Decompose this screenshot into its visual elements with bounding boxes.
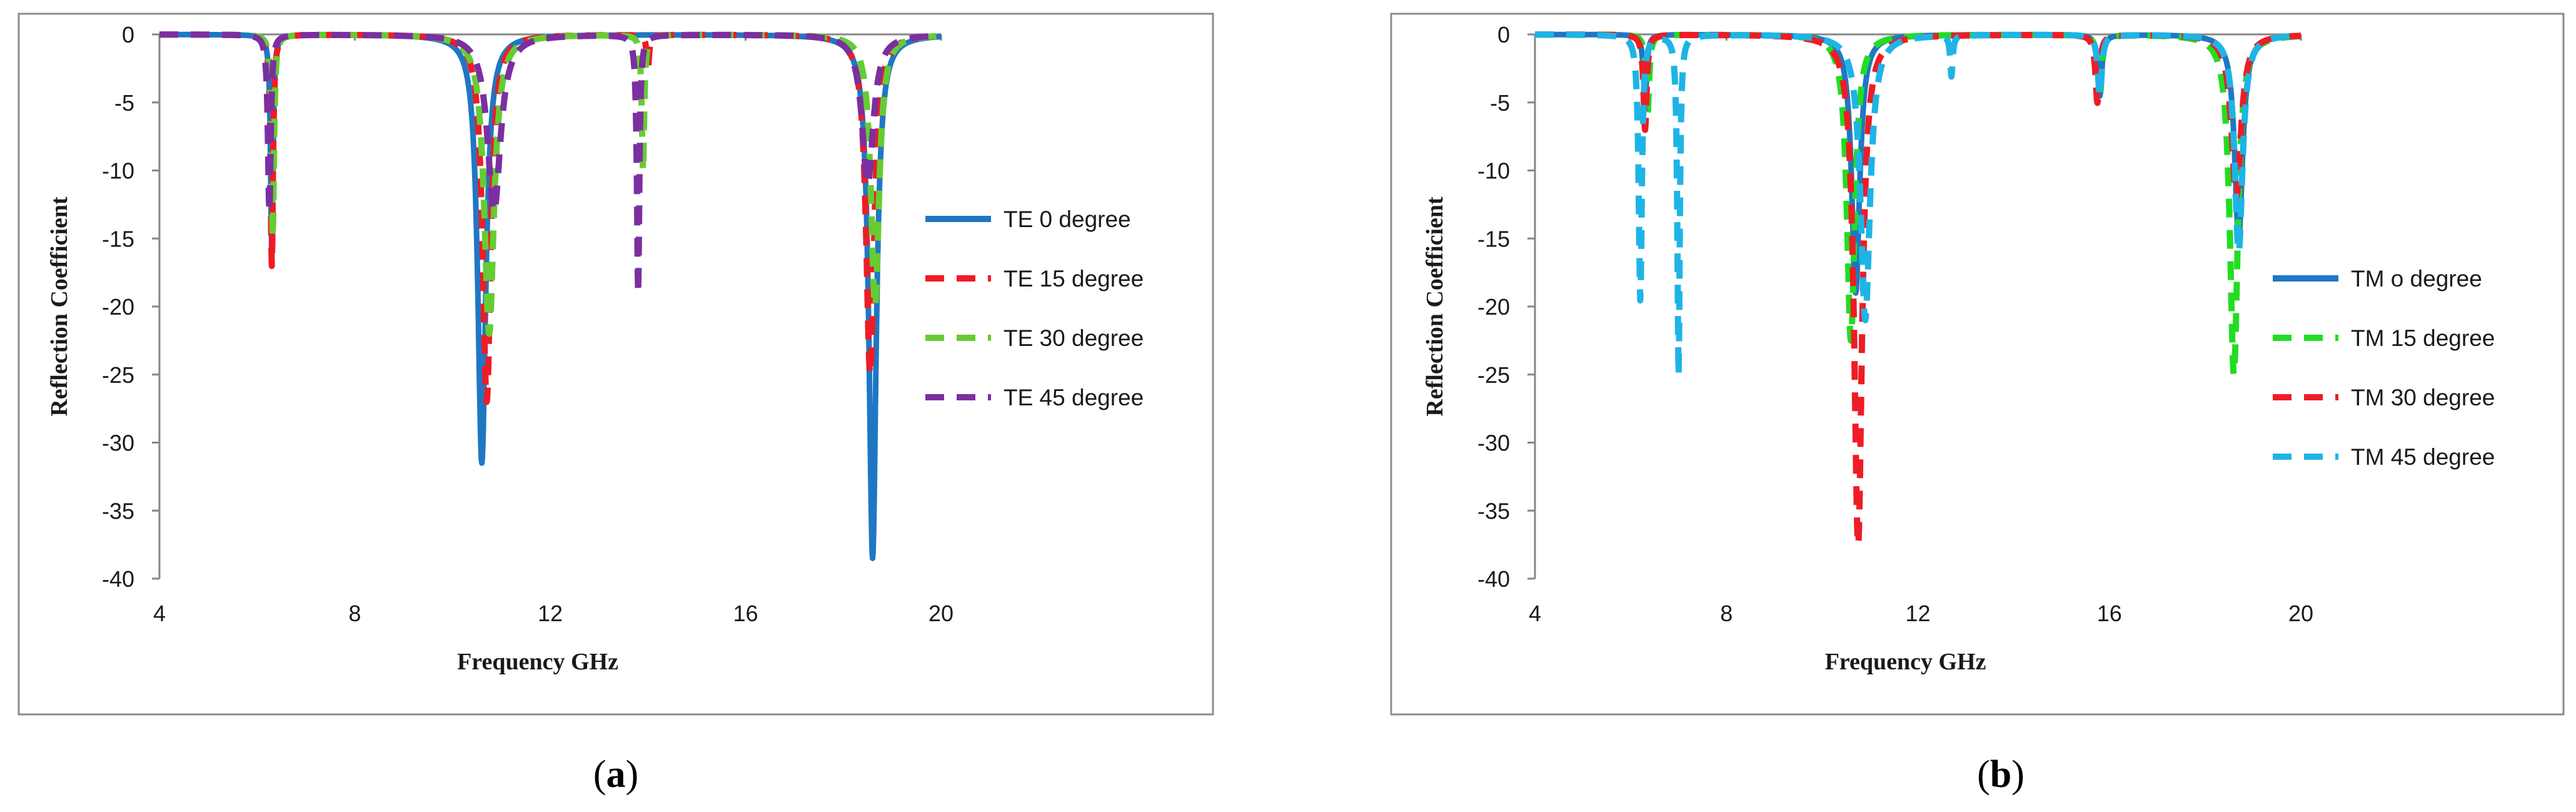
caption-close: ): [2011, 753, 2025, 796]
y-tick-label: -20: [1477, 294, 1510, 320]
series-line-4: [1532, 31, 2304, 379]
legend-label-2: TM 15 degree: [2351, 325, 2495, 351]
y-axis-title: Reflection Coefficient: [1422, 196, 1448, 417]
legend-label-4: TE 45 degree: [1004, 385, 1144, 410]
caption-letter: a: [606, 753, 626, 796]
legend-label-2: TE 15 degree: [1004, 266, 1144, 292]
y-tick-label: -15: [1477, 226, 1510, 251]
x-tick-label: 4: [1529, 601, 1541, 626]
y-tick-label: -5: [114, 90, 134, 116]
series-line-4: [156, 31, 944, 297]
y-tick-label: -10: [102, 158, 134, 184]
legend-label-3: TM 30 degree: [2351, 385, 2495, 410]
legend-label-4: TM 45 degree: [2351, 444, 2495, 470]
chart-panel-a: 0 -5 -10 -15 -20 -25 -30 -35 -40 4 8 12 16 20 Frequenc…: [18, 13, 1214, 796]
chart-panel-b: 0 -5 -10 -15 -20 -25 -30 -35 -40 4 8 12 16 20 Frequenc…: [1390, 13, 2565, 796]
legend-label-1: TM o degree: [2351, 266, 2482, 292]
x-tick-label: 20: [928, 601, 953, 626]
x-tick-label: 4: [153, 601, 166, 626]
y-tick-label: -5: [1490, 90, 1510, 116]
y-tick-label: -35: [102, 498, 134, 524]
y-tick-label: -30: [1477, 430, 1510, 456]
x-tick-label: 12: [538, 601, 563, 626]
x-tick-label: 16: [733, 601, 758, 626]
panel-caption: (b): [1977, 753, 2025, 796]
x-tick-label: 20: [2288, 601, 2313, 626]
y-tick-label: -30: [102, 430, 134, 456]
panel-frame: [18, 13, 1214, 716]
y-tick-label: -40: [1477, 566, 1510, 592]
y-axis-title: Reflection Coefficient: [46, 196, 73, 417]
x-axis-title: Frequency GHz: [457, 649, 618, 675]
x-tick-label: 8: [348, 601, 361, 626]
y-tick-label: 0: [122, 22, 134, 48]
x-tick-label: 12: [1905, 601, 1930, 626]
y-tick-label: -40: [102, 566, 134, 592]
legend-label-1: TE 0 degree: [1004, 206, 1131, 232]
caption-close: ): [626, 753, 639, 796]
y-tick-label: -20: [102, 294, 134, 320]
caption-open: (: [1977, 753, 1990, 796]
y-tick-label: 0: [1497, 22, 1510, 48]
y-tick-label: -35: [1477, 498, 1510, 524]
caption-letter: b: [1990, 753, 2011, 796]
caption-open: (: [593, 753, 606, 796]
legend: TM o degree TM 15 degree TM 30 degree TM 45…: [2273, 266, 2495, 470]
x-tick-label: 8: [1720, 601, 1733, 626]
y-tick-label: -15: [102, 226, 134, 251]
legend-label-3: TE 30 degree: [1004, 325, 1144, 351]
y-tick-label: -25: [102, 362, 134, 388]
series-line-3: [1532, 31, 2304, 548]
legend: TE 0 degree TE 15 degree TE 30 degree TE 45…: [925, 206, 1144, 410]
x-axis-title: Frequency GHz: [1825, 649, 1986, 675]
y-tick-label: -10: [1477, 158, 1510, 184]
x-tick-label: 16: [2097, 601, 2122, 626]
panel-frame: [1390, 13, 2565, 716]
y-tick-label: -25: [1477, 362, 1510, 388]
panel-caption: (a): [593, 753, 638, 796]
